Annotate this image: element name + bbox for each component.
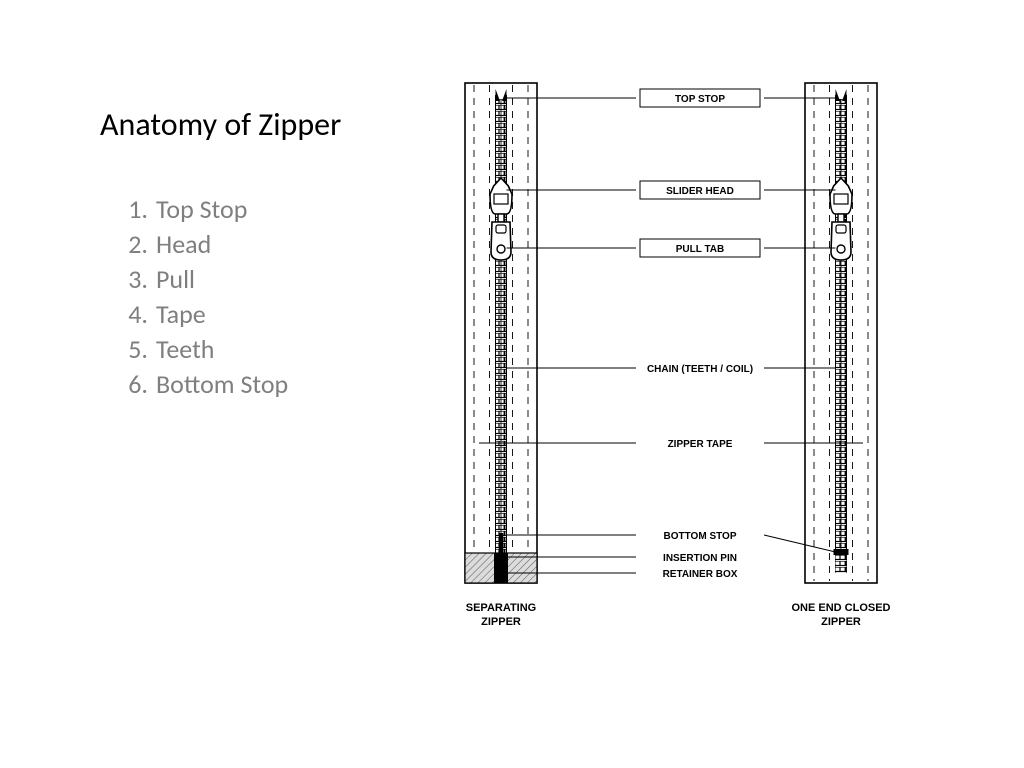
anatomy-list: 1.Top Stop 2.Head 3.Pull 4.Tape 5.Teeth …	[120, 192, 288, 403]
list-item: 2.Head	[120, 227, 288, 262]
list-item: 5.Teeth	[120, 332, 288, 367]
list-item: 4.Tape	[120, 297, 288, 332]
svg-text:SLIDER HEAD: SLIDER HEAD	[666, 186, 734, 197]
svg-text:PULL TAB: PULL TAB	[676, 244, 725, 255]
svg-text:ZIPPER TAPE: ZIPPER TAPE	[668, 439, 733, 450]
page-title: Anatomy of Zipper	[100, 105, 341, 144]
svg-text:INSERTION PIN: INSERTION PIN	[663, 553, 737, 564]
svg-text:CHAIN (TEETH / COIL): CHAIN (TEETH / COIL)	[647, 364, 753, 375]
svg-text:ZIPPER: ZIPPER	[481, 616, 521, 628]
list-item: 3.Pull	[120, 262, 288, 297]
svg-text:TOP STOP: TOP STOP	[675, 94, 725, 105]
list-item: 6.Bottom Stop	[120, 367, 288, 402]
list-item: 1.Top Stop	[120, 192, 288, 227]
svg-text:ZIPPER: ZIPPER	[821, 616, 861, 628]
svg-text:BOTTOM STOP: BOTTOM STOP	[664, 531, 737, 542]
zipper-diagram: TOP STOP SLIDER HEAD PULL TAB CHAIN (TEETH …	[455, 75, 975, 695]
svg-text:ONE END CLOSED: ONE END CLOSED	[791, 602, 890, 614]
svg-text:RETAINER BOX: RETAINER BOX	[663, 569, 738, 580]
svg-text:SEPARATING: SEPARATING	[466, 602, 537, 614]
